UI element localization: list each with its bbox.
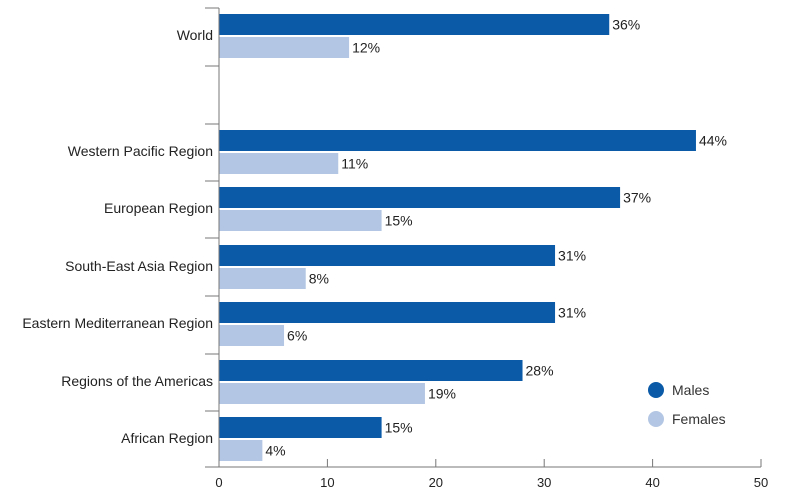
bar-females-eastern-mediterranean-region bbox=[219, 325, 285, 346]
value-label-males-regions-of-the-americas: 28% bbox=[526, 363, 554, 379]
bar-females-south-east-asia-region bbox=[219, 268, 306, 289]
bar-males-world bbox=[219, 14, 610, 35]
bar-females-european-region bbox=[219, 210, 382, 231]
value-label-females-european-region: 15% bbox=[385, 213, 413, 229]
bar-males-regions-of-the-americas bbox=[219, 360, 523, 381]
bars-group: 36% 12% 44% 11% 37% 15% 31% 8% 31% 6% 28% 19% 15% 4% bbox=[219, 14, 727, 461]
x-tick-label-30: 30 bbox=[537, 475, 551, 490]
value-label-females-eastern-mediterranean-region: 6% bbox=[287, 328, 307, 344]
value-label-males-world: 36% bbox=[612, 17, 640, 33]
legend-swatch-males bbox=[648, 382, 664, 398]
x-tick-label-50: 50 bbox=[754, 475, 768, 490]
bar-females-western-pacific-region bbox=[219, 153, 339, 174]
legend-swatch-females bbox=[648, 411, 664, 427]
value-label-males-european-region: 37% bbox=[623, 190, 651, 206]
category-label-world: World bbox=[177, 27, 213, 43]
category-label-eastern-mediterranean-region: Eastern Mediterranean Region bbox=[22, 315, 213, 331]
value-label-females-south-east-asia-region: 8% bbox=[309, 271, 329, 287]
value-label-males-african-region: 15% bbox=[385, 420, 413, 436]
value-label-females-regions-of-the-americas: 19% bbox=[428, 386, 456, 402]
x-tick-label-0: 0 bbox=[215, 475, 222, 490]
bar-males-eastern-mediterranean-region bbox=[219, 302, 556, 323]
value-label-males-eastern-mediterranean-region: 31% bbox=[558, 305, 586, 321]
value-label-females-western-pacific-region: 11% bbox=[341, 156, 368, 172]
bar-females-regions-of-the-americas bbox=[219, 383, 425, 404]
category-label-european-region: European Region bbox=[104, 200, 213, 216]
value-label-males-south-east-asia-region: 31% bbox=[558, 248, 586, 264]
bar-males-western-pacific-region bbox=[219, 130, 696, 151]
x-tick-label-10: 10 bbox=[320, 475, 334, 490]
x-tick-label-40: 40 bbox=[645, 475, 659, 490]
bar-females-world bbox=[219, 37, 350, 58]
legend: Males Females bbox=[648, 382, 726, 427]
category-label-african-region: African Region bbox=[121, 430, 213, 446]
bar-females-african-region bbox=[219, 440, 263, 461]
category-label-regions-of-the-americas: Regions of the Americas bbox=[61, 373, 213, 389]
bar-males-african-region bbox=[219, 417, 382, 438]
x-tick-label-20: 20 bbox=[429, 475, 443, 490]
legend-label-females: Females bbox=[672, 411, 726, 427]
value-label-females-world: 12% bbox=[352, 40, 380, 56]
bar-males-european-region bbox=[219, 187, 621, 208]
legend-label-males: Males bbox=[672, 382, 709, 398]
value-label-males-western-pacific-region: 44% bbox=[699, 133, 727, 149]
category-label-south-east-asia-region: South-East Asia Region bbox=[65, 258, 213, 274]
axes-group: World Western Pacific Region European Regi… bbox=[22, 7, 768, 490]
bar-males-south-east-asia-region bbox=[219, 245, 556, 266]
category-label-western-pacific-region: Western Pacific Region bbox=[68, 143, 213, 159]
value-label-females-african-region: 4% bbox=[265, 443, 285, 459]
